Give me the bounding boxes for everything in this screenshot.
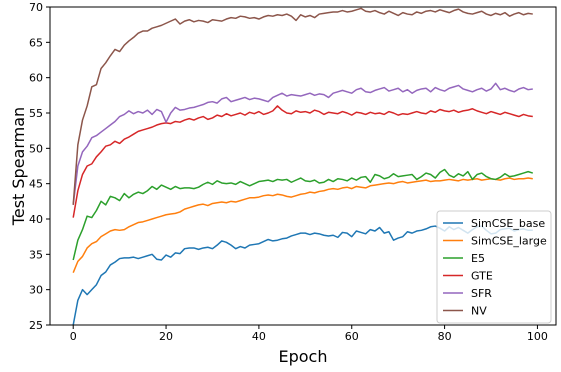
y-tick-label: 55 <box>29 107 43 120</box>
y-tick-label: 70 <box>29 1 43 14</box>
x-tick-label: 60 <box>345 330 359 343</box>
y-tick-label: 45 <box>29 178 43 191</box>
legend-label: NV <box>471 305 487 318</box>
legend-label: SimCSE_base <box>471 217 545 230</box>
series-line-nv <box>72 7 533 205</box>
y-tick-label: 50 <box>29 142 43 155</box>
y-tick-label: 30 <box>29 284 43 297</box>
y-axis-label: Test Spearman <box>9 107 28 226</box>
x-tick-label: 20 <box>159 330 173 343</box>
legend-label: SimCSE_large <box>471 235 547 248</box>
series-line-gte <box>72 105 533 218</box>
x-tick-label: 40 <box>252 330 266 343</box>
plot-frame <box>49 6 557 326</box>
y-tick-label: 25 <box>29 319 43 332</box>
y-tick-label: 65 <box>29 36 43 49</box>
legend-label: SFR <box>471 287 492 300</box>
legend-label: GTE <box>471 270 493 283</box>
y-tick-label: 60 <box>29 72 43 85</box>
legend-label: E5 <box>471 252 485 265</box>
y-axis: 25 30 35 40 45 50 55 60 65 70 <box>29 1 50 332</box>
y-tick-label: 40 <box>29 213 43 226</box>
series-line-sfr <box>72 82 533 205</box>
legend-box <box>436 210 552 324</box>
y-tick-label: 35 <box>29 248 43 261</box>
x-axis: 0 20 40 60 80 100 <box>70 325 548 343</box>
series-line-e5 <box>72 168 534 261</box>
x-tick-label: 100 <box>527 330 548 343</box>
x-tick-label: 0 <box>70 330 77 343</box>
series-line-simcse-large <box>72 177 533 273</box>
legend: SimCSE_base SimCSE_large E5 GTE SFR NV <box>436 210 552 324</box>
x-tick-label: 80 <box>438 330 452 343</box>
x-axis-label: Epoch <box>279 347 328 366</box>
